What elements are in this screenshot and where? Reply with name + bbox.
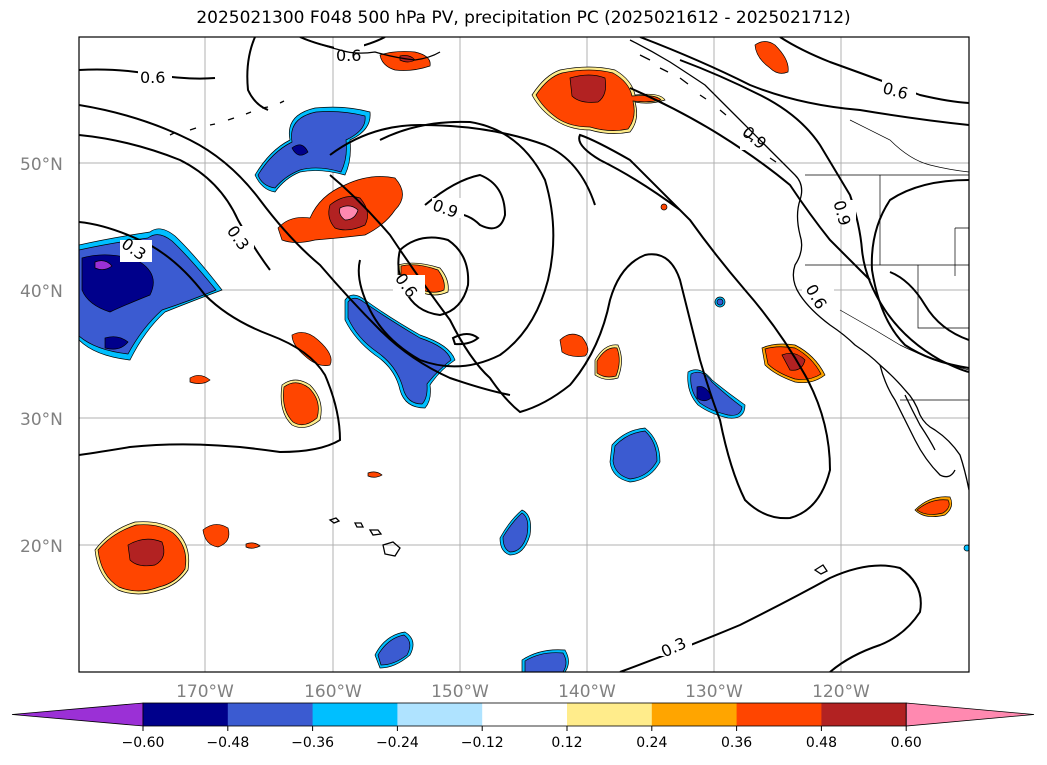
lon-label: 150°W <box>431 682 489 702</box>
colorbar-swatch <box>397 703 483 726</box>
lon-label: 120°W <box>812 682 870 702</box>
colorbar-swatch <box>227 703 314 726</box>
colorbar-tick-label: −0.12 <box>461 735 504 751</box>
colorbar-swatch <box>821 703 907 726</box>
colorbar-tick-label: −0.60 <box>122 735 165 751</box>
lon-labels: 170°W 160°W 150°W 140°W 130°W 120°W <box>176 682 870 702</box>
colorbar-tick-label: −0.48 <box>206 735 249 751</box>
lon-label: 160°W <box>304 682 362 702</box>
contour-label: 0.6 <box>336 46 361 65</box>
lat-label: 50°N <box>20 155 63 175</box>
chart-title: 2025021300 F048 500 hPa PV, precipitatio… <box>196 8 851 28</box>
colorbar-swatch <box>312 703 398 726</box>
map-frame <box>78 36 970 673</box>
coastlines <box>169 37 969 575</box>
colorbar-tick-label: 0.48 <box>806 735 837 751</box>
colorbar-swatch <box>651 703 738 726</box>
lon-label: 130°W <box>685 682 743 702</box>
map-area <box>79 37 969 672</box>
colorbar-tick-label: 0.36 <box>721 735 752 751</box>
lon-label: 140°W <box>558 682 616 702</box>
colorbar-tick-label: 0.12 <box>551 735 582 751</box>
colorbar-tick-label: −0.36 <box>291 735 334 751</box>
colorbar-swatch <box>143 703 229 726</box>
colorbar-extend-max <box>905 702 1035 727</box>
lat-labels: 50°N 40°N 30°N 20°N <box>20 155 63 557</box>
lat-label: 40°N <box>20 282 63 302</box>
colorbar-swatch <box>736 703 822 726</box>
precip-negative-areas <box>79 106 969 672</box>
colorbar-extend-min <box>11 702 144 727</box>
colorbar-swatch <box>567 703 653 726</box>
contour-label: 0.6 <box>140 68 165 87</box>
lat-label: 30°N <box>20 410 63 430</box>
colorbar: −0.60 −0.48 −0.36 −0.24 −0.12 0.12 0.24 0.36 0.4… <box>11 702 1035 751</box>
colorbar-tick-label: −0.24 <box>376 735 419 751</box>
colorbar-outline <box>142 702 907 727</box>
lon-label: 170°W <box>176 682 234 702</box>
lat-label: 20°N <box>20 537 63 557</box>
colorbar-tick-label: 0.24 <box>636 735 667 751</box>
contour-labels: 0.6 0.6 0.6 0.3 0.3 0.9 0.9 0.6 0.6 0.9 … <box>118 44 916 661</box>
political-borders <box>805 119 969 401</box>
colorbar-tick-label: 0.60 <box>891 735 922 751</box>
colorbar-swatch <box>482 703 568 726</box>
